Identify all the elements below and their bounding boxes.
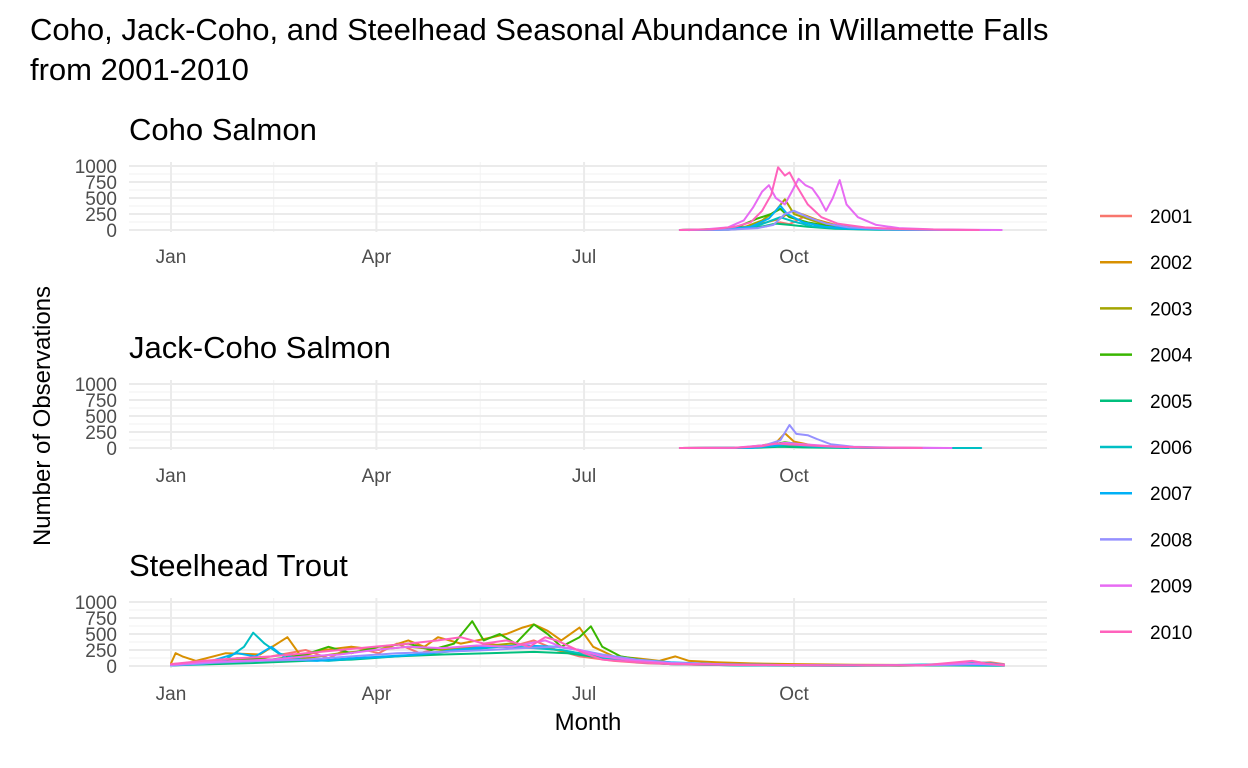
x-tick-label: Jan bbox=[156, 247, 187, 268]
x-tick-label: Jul bbox=[572, 466, 596, 487]
legend: 2001 2002 2003 2004 2005 2006 2007 2008 2009 2010 bbox=[1100, 207, 1193, 644]
y-tick-label: 250 bbox=[85, 423, 117, 444]
x-tick-label: Apr bbox=[362, 684, 392, 705]
chart-title-line2: from 2001-2010 bbox=[30, 52, 249, 87]
series-line-2009 bbox=[678, 177, 1003, 231]
legend-label-2004: 2004 bbox=[1150, 346, 1193, 367]
y-tick-label: 500 bbox=[85, 407, 117, 428]
legend-label-2005: 2005 bbox=[1150, 392, 1192, 413]
x-tick-label: Jan bbox=[156, 466, 187, 487]
x-tick-label: Apr bbox=[362, 466, 392, 487]
x-axis-title: Month bbox=[555, 709, 622, 736]
panel-title: Steelhead Trout bbox=[129, 548, 348, 583]
y-tick-label: 750 bbox=[85, 173, 117, 194]
y-tick-label: 1000 bbox=[75, 375, 117, 396]
y-tick-label: 1000 bbox=[75, 593, 117, 614]
y-tick-label: 500 bbox=[85, 189, 117, 210]
y-tick-label: 500 bbox=[85, 625, 117, 646]
y-tick-label: 250 bbox=[85, 641, 117, 662]
y-tick-label: 250 bbox=[85, 205, 117, 226]
x-tick-label: Apr bbox=[362, 247, 392, 268]
y-tick-label: 750 bbox=[85, 391, 117, 412]
legend-label-2009: 2009 bbox=[1150, 577, 1192, 598]
legend-label-2001: 2001 bbox=[1150, 207, 1192, 228]
y-tick-label: 750 bbox=[85, 609, 117, 630]
panel-title: Coho Salmon bbox=[129, 112, 317, 147]
legend-label-2007: 2007 bbox=[1150, 484, 1192, 505]
x-tick-label: Jan bbox=[156, 684, 187, 705]
series-line-2010 bbox=[678, 166, 980, 231]
chart-title: Coho, Jack-Coho, and Steelhead Seasonal … bbox=[30, 12, 1048, 47]
y-tick-label: 0 bbox=[106, 221, 117, 242]
x-tick-label: Oct bbox=[779, 466, 809, 487]
y-tick-label: 0 bbox=[106, 439, 117, 460]
panel-title: Jack-Coho Salmon bbox=[129, 330, 391, 365]
x-tick-label: Jul bbox=[572, 684, 596, 705]
legend-label-2010: 2010 bbox=[1150, 623, 1192, 644]
legend-label-2003: 2003 bbox=[1150, 299, 1192, 320]
y-axis-title: Number of Observations bbox=[29, 286, 56, 546]
series-line-2002 bbox=[170, 623, 1005, 666]
x-tick-label: Oct bbox=[779, 684, 809, 705]
legend-label-2002: 2002 bbox=[1150, 253, 1192, 274]
y-tick-label: 1000 bbox=[75, 157, 117, 178]
x-tick-label: Jul bbox=[572, 247, 596, 268]
series-line-2010 bbox=[170, 636, 1005, 667]
y-tick-label: 0 bbox=[106, 657, 117, 678]
x-tick-label: Oct bbox=[779, 247, 809, 268]
series-line-2010 bbox=[678, 442, 923, 449]
legend-label-2008: 2008 bbox=[1150, 530, 1192, 551]
legend-label-2006: 2006 bbox=[1150, 438, 1192, 459]
